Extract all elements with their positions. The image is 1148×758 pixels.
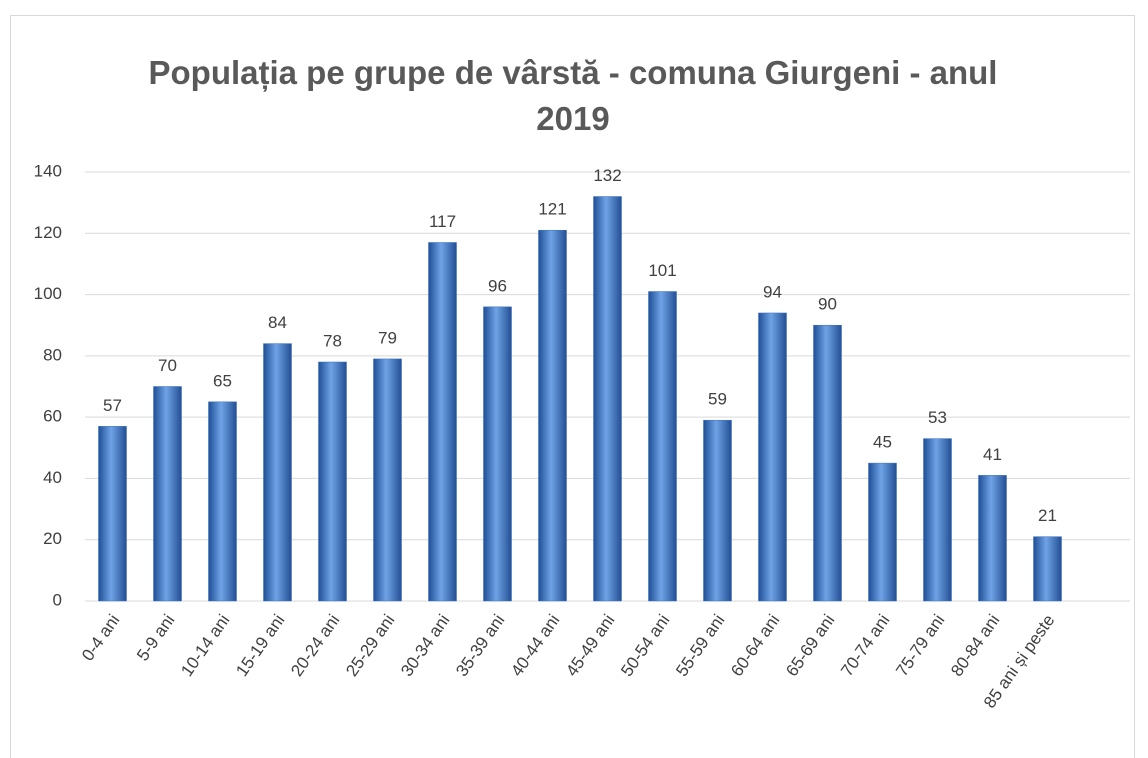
bar [428, 242, 457, 602]
data-label: 117 [429, 212, 456, 231]
x-tick-label: 0-4 ani [78, 611, 123, 664]
bar [813, 324, 842, 602]
data-label: 21 [1038, 506, 1057, 525]
y-tick-label: 0 [53, 590, 62, 609]
x-tick-label: 55-59 ani [672, 611, 728, 680]
y-tick-label: 60 [43, 407, 62, 426]
data-label: 94 [763, 282, 782, 301]
data-label: 41 [983, 445, 1002, 464]
bar [868, 462, 897, 602]
data-label: 96 [488, 276, 507, 295]
x-tick-label: 25-29 ani [342, 611, 398, 680]
data-label: 53 [928, 408, 947, 427]
y-tick-label: 140 [34, 161, 62, 180]
x-tick-label: 70-74 ani [837, 611, 893, 680]
bar [703, 419, 732, 602]
data-label: 59 [708, 390, 727, 409]
y-tick-label: 100 [34, 284, 62, 303]
x-tick-label: 10-14 ani [177, 611, 233, 680]
x-tick-label: 20-24 ani [287, 611, 343, 680]
x-tick-label: 50-54 ani [617, 611, 673, 680]
x-tick-label: 5-9 ani [133, 611, 178, 664]
data-label: 57 [103, 396, 122, 415]
data-label: 84 [268, 313, 287, 332]
bar [208, 401, 237, 602]
bar [483, 306, 512, 602]
chart-frame [10, 15, 1135, 758]
bar [153, 386, 182, 602]
x-tick-label: 65-69 ani [782, 611, 838, 680]
y-tick-label: 20 [43, 529, 62, 548]
bar [648, 291, 677, 602]
bar [318, 361, 347, 602]
x-tick-label: 30-34 ani [397, 611, 453, 680]
data-label: 65 [213, 371, 232, 390]
bar [758, 312, 787, 602]
bar [98, 426, 127, 602]
chart-title: Populația pe grupe de vârstă - comuna Gi… [148, 54, 998, 137]
x-tick-label: 45-49 ani [562, 611, 618, 680]
bar [263, 343, 292, 602]
y-tick-label: 120 [34, 223, 62, 242]
bar [978, 475, 1007, 602]
data-label: 45 [873, 433, 892, 452]
data-label: 90 [818, 295, 837, 314]
data-label: 79 [378, 328, 397, 347]
x-tick-label: 15-19 ani [232, 611, 288, 680]
x-tick-label: 35-39 ani [452, 611, 508, 680]
x-tick-label: 75-79 ani [892, 611, 948, 680]
bar [923, 438, 952, 602]
data-label: 70 [158, 356, 177, 375]
bar [538, 229, 567, 602]
x-tick-label: 60-64 ani [727, 611, 783, 680]
data-label: 101 [648, 261, 676, 280]
data-label: 121 [538, 200, 566, 219]
x-tick-label: 40-44 ani [507, 611, 563, 680]
data-label: 78 [323, 331, 342, 350]
bar [1033, 536, 1062, 602]
bar [593, 196, 622, 602]
bar [373, 358, 402, 602]
y-tick-label: 80 [43, 345, 62, 364]
y-tick-label: 40 [43, 468, 62, 487]
x-tick-label: 80-84 ani [947, 611, 1003, 680]
data-label: 132 [593, 166, 621, 185]
